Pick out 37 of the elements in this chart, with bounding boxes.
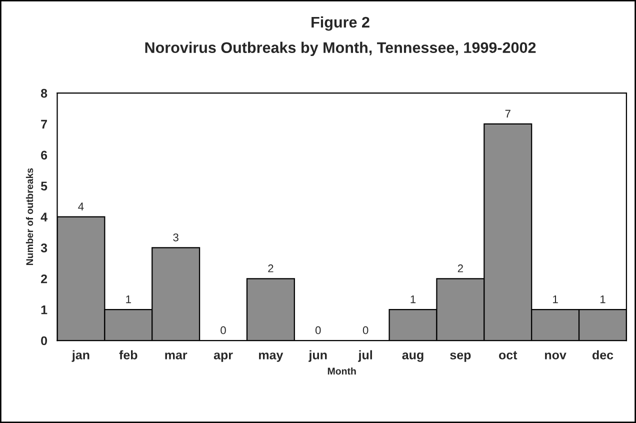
- data-label: 7: [505, 110, 510, 118]
- y-tick-label: 8: [40, 88, 48, 98]
- data-label: 1: [600, 295, 606, 304]
- y-axis-title: Number of outbreaks: [26, 168, 34, 266]
- x-axis-title: Month: [328, 367, 356, 375]
- chart-title: Figure 2: [312, 16, 370, 31]
- y-tick-label: 0: [41, 336, 48, 346]
- x-tick-label: jul: [358, 350, 372, 362]
- y-tick-label: 6: [41, 150, 48, 160]
- y-tick-label: 3: [40, 244, 48, 252]
- data-label: 0: [220, 326, 226, 334]
- x-tick-label: mar: [165, 352, 188, 360]
- data-label: 1: [553, 295, 558, 304]
- x-tick-label: may: [259, 352, 284, 362]
- data-label: 1: [126, 295, 131, 304]
- data-label: 3: [173, 233, 178, 242]
- y-tick-label: 5: [40, 182, 48, 191]
- data-label: 4: [78, 202, 84, 210]
- y-tick-label: 2: [41, 274, 48, 284]
- x-tick-label: nov: [545, 352, 566, 360]
- x-tick-label: dec: [592, 350, 614, 360]
- data-label: 0: [315, 326, 321, 334]
- x-tick-label: oct: [498, 351, 518, 360]
- x-tick-label: aug: [402, 352, 424, 362]
- x-tick-label: sep: [450, 352, 471, 362]
- chart-subtitle: Norovirus Outbreaks by Month, Tennessee, 1999-2002: [145, 42, 536, 56]
- data-label: 0: [362, 326, 368, 334]
- x-tick-label: apr: [214, 352, 233, 362]
- data-label: 2: [268, 264, 274, 272]
- data-label: 1: [410, 295, 416, 304]
- y-tick-label: 4: [40, 212, 48, 222]
- y-tick-label: 7: [41, 120, 47, 129]
- y-tick-label: 1: [41, 306, 48, 314]
- x-tick-label: jun: [308, 350, 327, 362]
- data-label: 2: [458, 264, 463, 272]
- x-tick-label: jan: [72, 350, 90, 362]
- x-tick-label: feb: [119, 350, 138, 360]
